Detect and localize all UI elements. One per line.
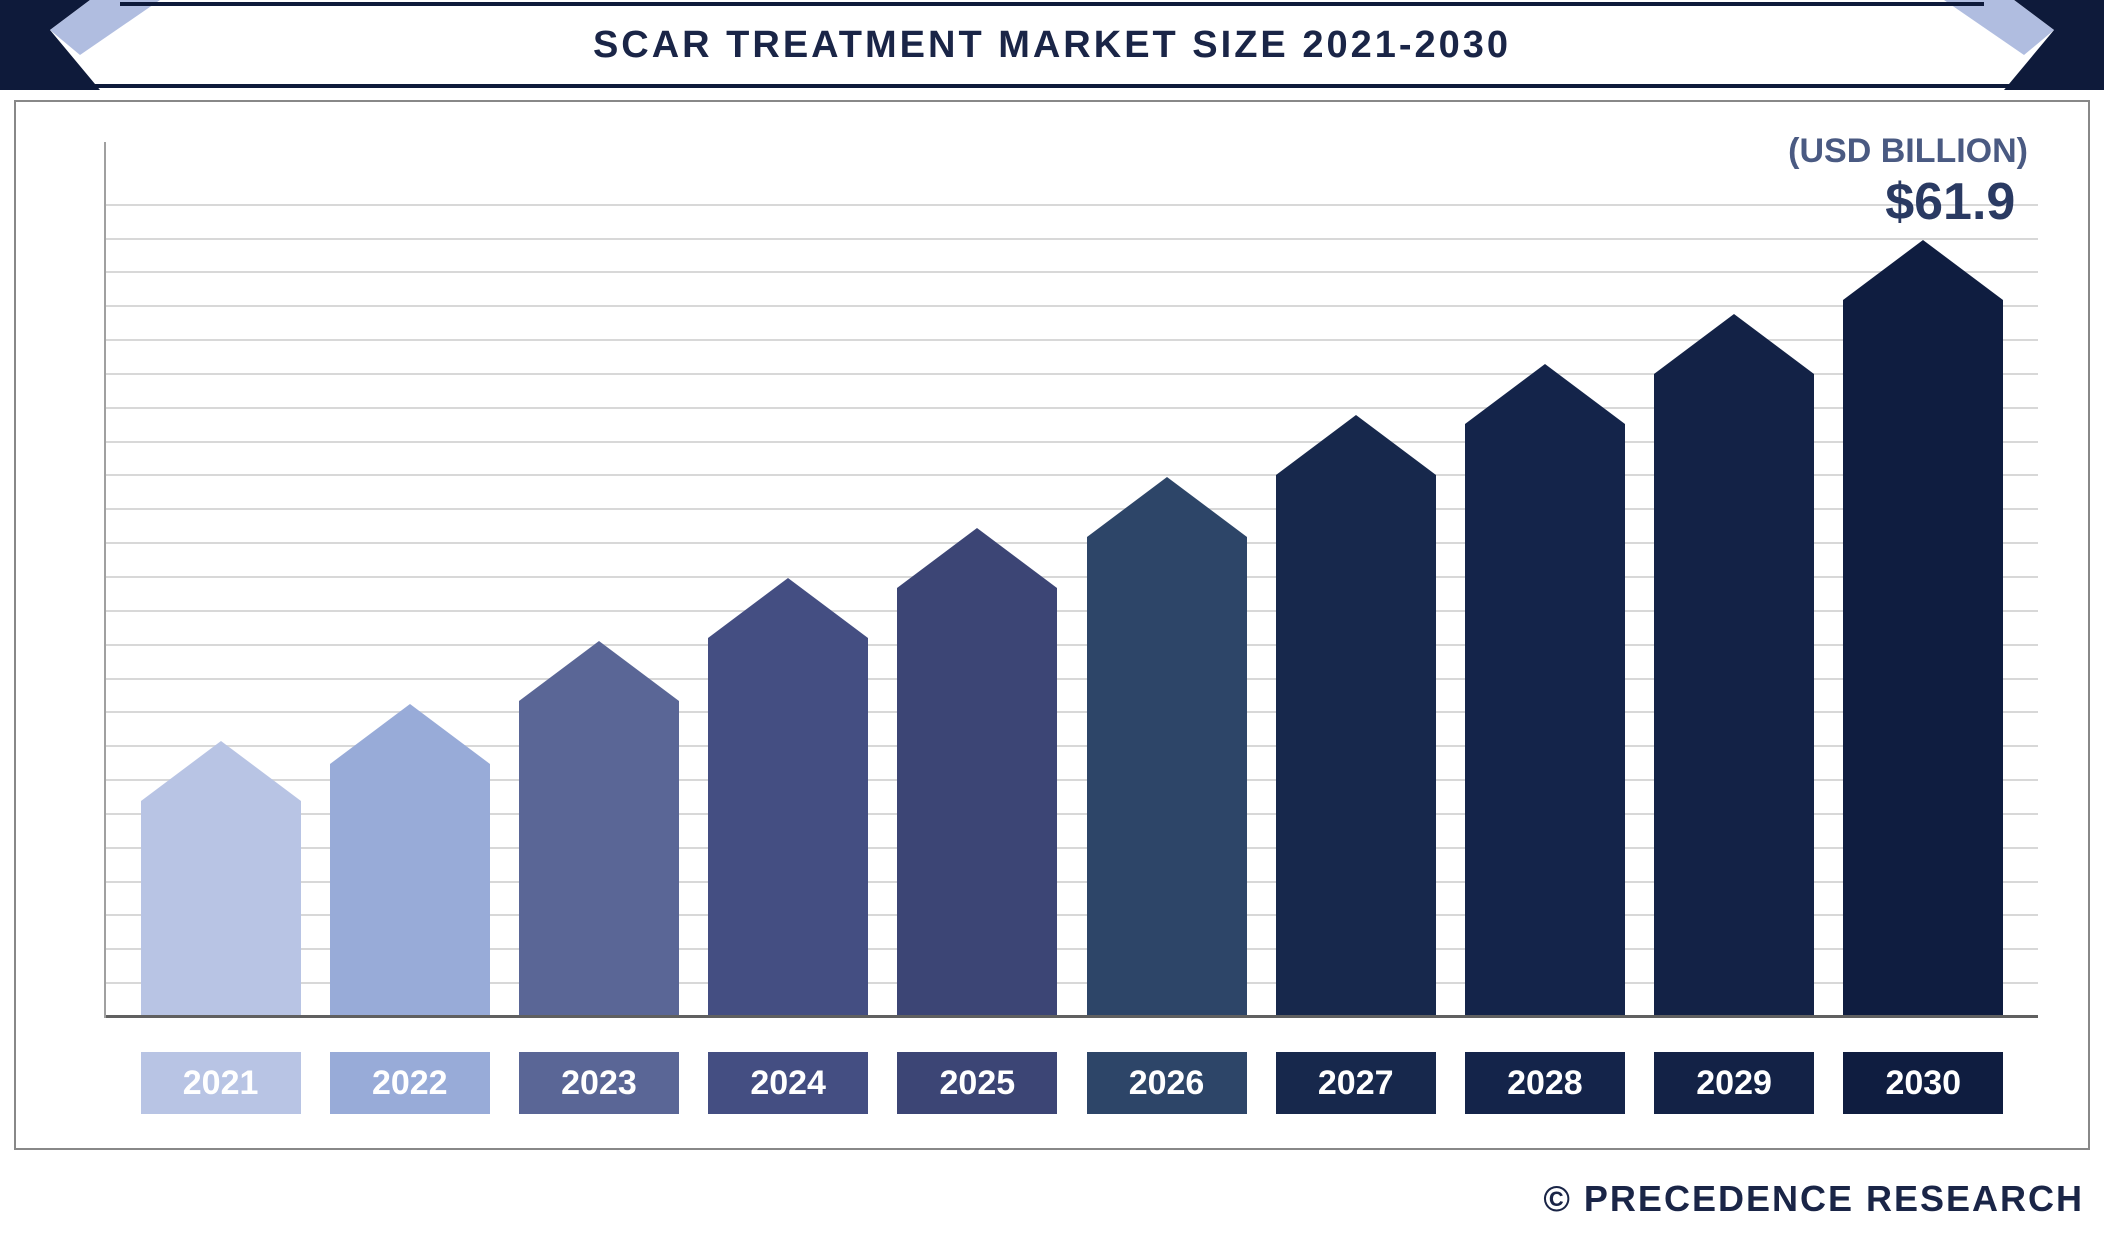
plot-area bbox=[106, 142, 2038, 1018]
x-axis-label: 2022 bbox=[330, 1052, 490, 1114]
title-banner: SCAR TREATMENT MARKET SIZE 2021-2030 bbox=[0, 0, 2104, 90]
bar bbox=[1276, 415, 1436, 1018]
x-axis-label: 2023 bbox=[519, 1052, 679, 1114]
bar bbox=[519, 641, 679, 1018]
bar bbox=[1087, 477, 1247, 1018]
x-axis-label: 2026 bbox=[1087, 1052, 1247, 1114]
bar bbox=[330, 704, 490, 1018]
x-axis-label: 2024 bbox=[708, 1052, 868, 1114]
x-axis-label: 2025 bbox=[897, 1052, 1057, 1114]
chart-title: SCAR TREATMENT MARKET SIZE 2021-2030 bbox=[593, 24, 1511, 67]
bar bbox=[141, 741, 301, 1018]
bar bbox=[1465, 364, 1625, 1018]
bars-container bbox=[106, 142, 2038, 1018]
x-axis-label: 2021 bbox=[141, 1052, 301, 1114]
chart-frame: (USD BILLION) $61.9 2021 2022 2023 2024 2025… bbox=[14, 100, 2090, 1150]
x-axis-label: 2029 bbox=[1654, 1052, 1814, 1114]
x-axis-label: 2028 bbox=[1465, 1052, 1625, 1114]
bar bbox=[897, 528, 1057, 1018]
peak-value-label: $61.9 bbox=[1885, 172, 2015, 232]
bar bbox=[1843, 240, 2003, 1018]
x-axis-labels: 2021 2022 2023 2024 2025 2026 2027 2028 2029 2030 bbox=[106, 1038, 2038, 1128]
x-axis-label: 2027 bbox=[1276, 1052, 1436, 1114]
unit-label: (USD BILLION) bbox=[1788, 132, 2028, 171]
credit-label: © PRECEDENCE RESEARCH bbox=[1543, 1178, 2084, 1220]
bar bbox=[708, 578, 868, 1018]
x-axis-baseline bbox=[106, 1015, 2038, 1018]
bar bbox=[1654, 314, 1814, 1018]
x-axis-label: 2030 bbox=[1843, 1052, 2003, 1114]
